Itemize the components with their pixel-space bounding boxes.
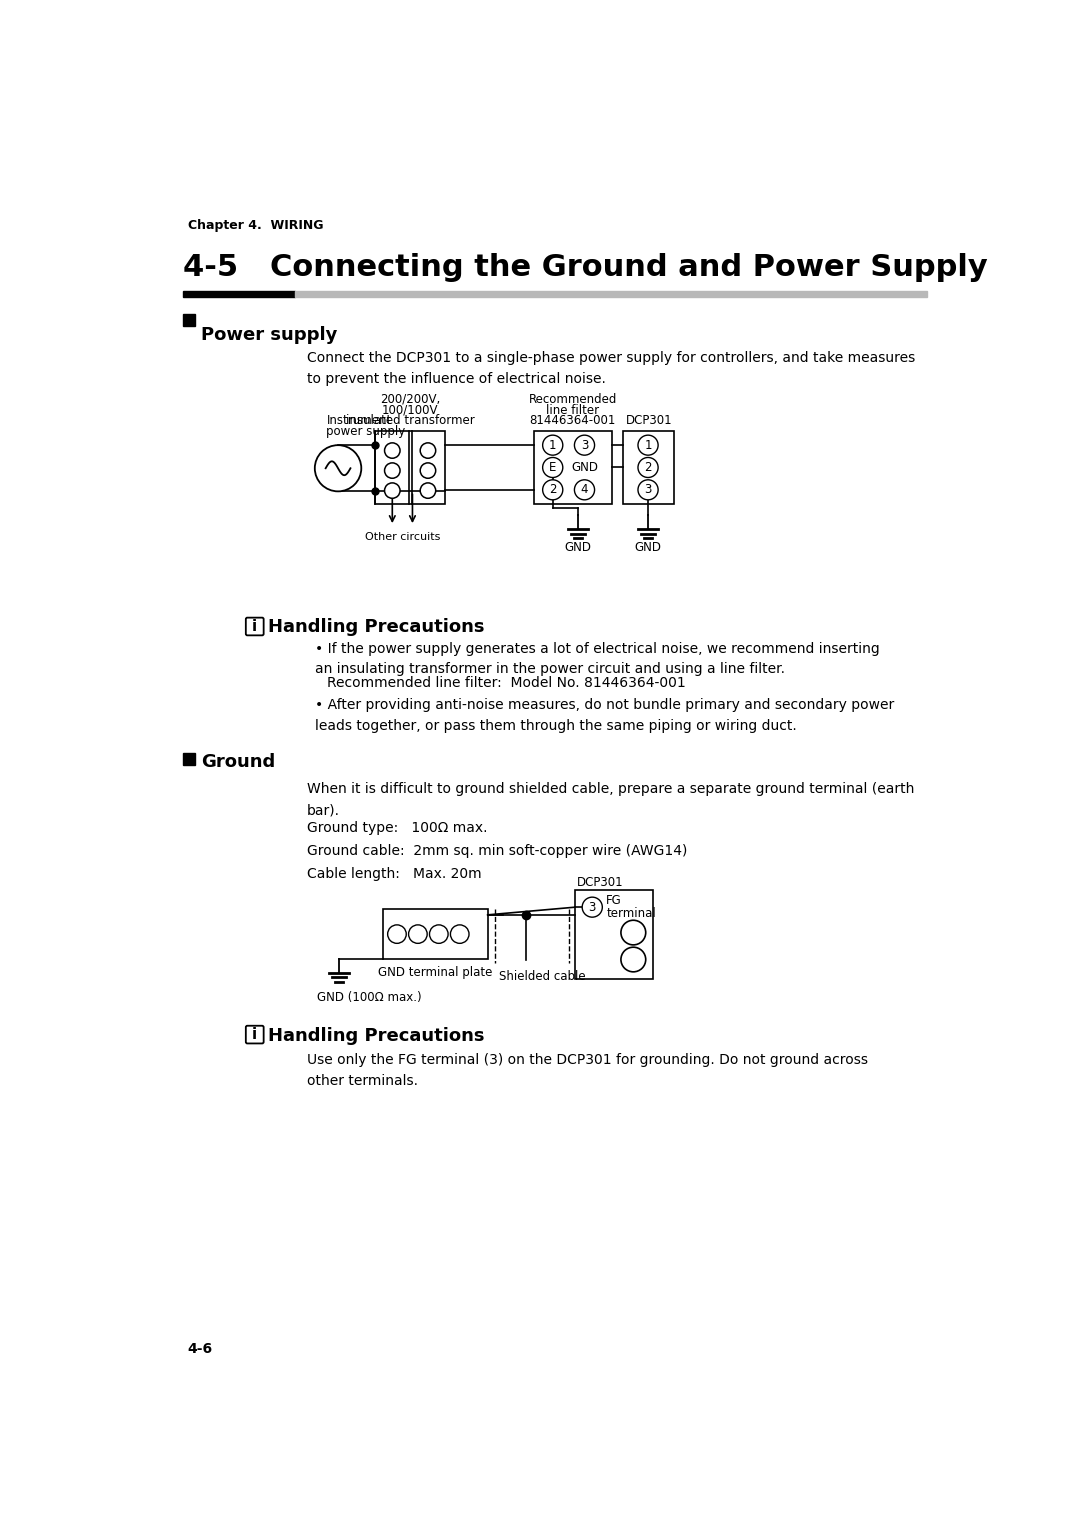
Bar [183, 753, 194, 764]
Bar [183, 315, 194, 325]
Text: 4-6: 4-6 [188, 1342, 213, 1357]
Circle shape [384, 443, 400, 458]
Text: GND: GND [635, 541, 662, 555]
Text: Power supply: Power supply [201, 325, 337, 344]
Circle shape [420, 443, 435, 458]
Bar [576, 891, 652, 979]
Circle shape [542, 457, 563, 477]
Text: When it is difficult to ground shielded cable, prepare a separate ground termina: When it is difficult to ground shielded … [307, 782, 915, 817]
Circle shape [430, 924, 448, 943]
Text: Chapter 4.  WIRING: Chapter 4. WIRING [188, 219, 323, 232]
Circle shape [638, 457, 658, 477]
Text: 81446364-001: 81446364-001 [529, 414, 616, 428]
Text: E: E [549, 461, 556, 474]
Bar [383, 909, 488, 958]
Text: GND: GND [565, 541, 592, 555]
Circle shape [420, 483, 435, 498]
Text: 1: 1 [549, 439, 556, 452]
Text: 4: 4 [581, 483, 589, 497]
Text: i: i [252, 1027, 257, 1042]
Text: 2: 2 [645, 461, 652, 474]
Circle shape [384, 483, 400, 498]
Circle shape [575, 435, 595, 455]
Text: • After providing anti-noise measures, do not bundle primary and secondary power: • After providing anti-noise measures, d… [314, 698, 894, 733]
Bar [375, 431, 445, 504]
Circle shape [542, 435, 563, 455]
Text: 1: 1 [645, 439, 652, 452]
Text: 3: 3 [589, 900, 596, 914]
Circle shape [621, 920, 646, 944]
Circle shape [384, 463, 400, 478]
Text: • If the power supply generates a lot of electrical noise, we recommend insertin: • If the power supply generates a lot of… [314, 642, 879, 675]
Text: i: i [252, 619, 257, 634]
Text: Ground type:   100Ω max.
Ground cable:  2mm sq. min soft-copper wire (AWG14)
Cab: Ground type: 100Ω max. Ground cable: 2mm… [307, 821, 688, 880]
Text: insulated transformer: insulated transformer [346, 414, 474, 428]
Bar [183, 292, 296, 298]
Circle shape [542, 480, 563, 500]
Circle shape [420, 463, 435, 478]
Text: 3: 3 [645, 483, 651, 497]
Circle shape [638, 435, 658, 455]
Text: line filter: line filter [546, 403, 599, 417]
Text: DCP301: DCP301 [577, 877, 623, 889]
Text: 200/200V,: 200/200V, [380, 393, 441, 406]
Text: GND: GND [571, 461, 598, 474]
Text: Use only the FG terminal (3) on the DCP301 for grounding. Do not ground across
o: Use only the FG terminal (3) on the DCP3… [307, 1053, 868, 1088]
Text: 100/100V: 100/100V [382, 403, 438, 417]
Bar [623, 431, 674, 504]
Circle shape [388, 924, 406, 943]
Text: Recommended: Recommended [529, 393, 617, 406]
Text: Connect the DCP301 to a single-phase power supply for controllers, and take meas: Connect the DCP301 to a single-phase pow… [307, 351, 916, 385]
Text: GND (100Ω max.): GND (100Ω max.) [318, 992, 422, 1004]
Circle shape [638, 480, 658, 500]
Text: Ground: Ground [201, 753, 275, 772]
Bar [535, 431, 611, 504]
Text: DCP301: DCP301 [625, 414, 672, 428]
Circle shape [575, 480, 595, 500]
Text: Shielded cable: Shielded cable [499, 970, 585, 984]
Text: 4-5   Connecting the Ground and Power Supply: 4-5 Connecting the Ground and Power Supp… [183, 252, 988, 281]
Text: terminal: terminal [606, 906, 656, 920]
FancyBboxPatch shape [246, 1025, 264, 1044]
Text: Recommended line filter:  Model No. 81446364-001: Recommended line filter: Model No. 81446… [327, 677, 686, 691]
Text: Handling Precautions: Handling Precautions [268, 1027, 485, 1045]
Text: Other circuits: Other circuits [365, 532, 440, 542]
Text: 3: 3 [581, 439, 589, 452]
Text: Handling Precautions: Handling Precautions [268, 619, 485, 636]
Text: Instrument: Instrument [326, 414, 392, 428]
Text: FG: FG [606, 894, 622, 908]
Circle shape [450, 924, 469, 943]
Text: GND terminal plate: GND terminal plate [378, 966, 492, 979]
Bar [296, 292, 927, 298]
FancyBboxPatch shape [246, 617, 264, 636]
Circle shape [314, 445, 362, 492]
Circle shape [408, 924, 428, 943]
Circle shape [621, 947, 646, 972]
Text: power supply: power supply [326, 425, 406, 439]
Text: 2: 2 [549, 483, 556, 497]
Circle shape [582, 897, 603, 917]
